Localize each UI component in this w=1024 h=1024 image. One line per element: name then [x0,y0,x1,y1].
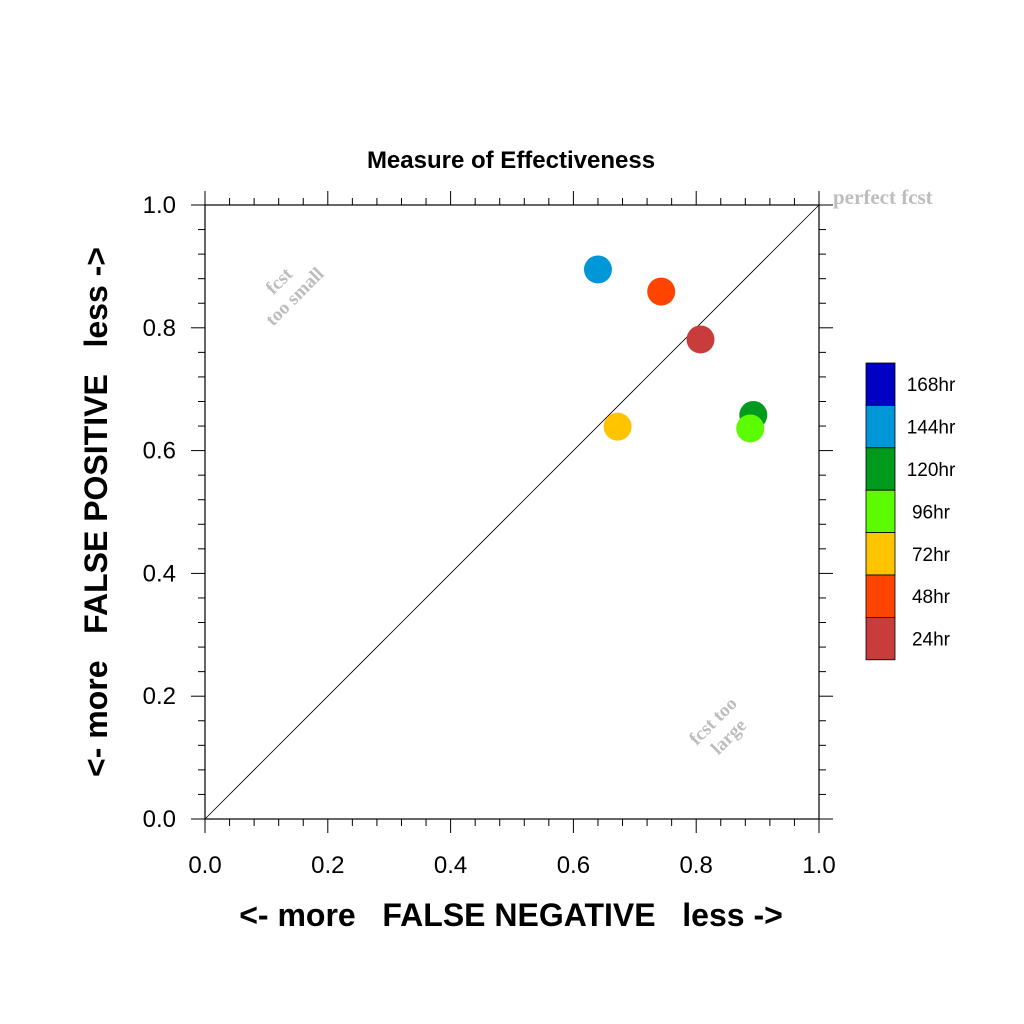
legend-swatch-72hr [865,532,896,576]
data-point-144hr [583,255,612,284]
axis-ticks [191,191,833,833]
data-point-24hr [686,325,715,354]
y-tick-label: 0.6 [143,438,176,465]
perfect-forecast-diagonal [204,204,820,820]
data-point-96hr [736,414,765,443]
x-tick-label: 1.0 [802,852,835,879]
legend-swatch-24hr [865,617,896,661]
legend-swatch-96hr [865,489,896,534]
y-tick-label: 0.4 [143,560,176,587]
x-tick-label: 0.2 [311,852,344,879]
y-tick-labels: 0.0 0.2 0.4 0.6 0.8 1.0 [143,192,176,833]
legend-label-48hr: 48hr [912,587,951,608]
legend-swatch-48hr [865,574,896,618]
legend-label-96hr: 96hr [912,502,951,523]
y-tick-label: 0.0 [143,806,176,833]
plot-frame [204,204,820,820]
x-tick-labels: 0.0 0.2 0.4 0.6 0.8 1.0 [188,852,835,879]
legend-swatch-144hr [865,404,896,449]
y-tick-label: 0.8 [143,315,176,342]
chart-title: Measure of Effectiveness [367,147,655,174]
y-tick-label: 1.0 [143,192,176,219]
legend-swatch-120hr [865,447,896,491]
y-tick-label: 0.2 [143,683,176,710]
legend-label-72hr: 72hr [912,545,951,566]
x-axis-label: <- more FALSE NEGATIVE less -> [239,897,783,933]
x-tick-label: 0.0 [188,852,221,879]
x-tick-label: 0.6 [557,852,590,879]
x-tick-label: 0.4 [434,852,467,879]
data-points [583,255,768,443]
annotation-too-large: fcst too large [685,693,751,759]
legend-label-144hr: 144hr [907,418,956,439]
legend-label-168hr: 168hr [907,375,956,396]
annotation-perfect-fcst: perfect fcst [833,185,933,209]
data-point-48hr [647,277,676,306]
legend: 168hr 144hr 120hr 96hr 72hr 48hr 24hr [865,362,956,661]
legend-label-120hr: 120hr [907,460,956,481]
legend-swatch-168hr [865,362,896,406]
x-tick-label: 0.8 [680,852,713,879]
data-point-72hr [603,412,632,441]
legend-label-24hr: 24hr [912,630,951,651]
y-axis-label: <- more FALSE POSITIVE less -> [78,247,114,777]
annotation-too-small: fcst too small [262,263,329,330]
